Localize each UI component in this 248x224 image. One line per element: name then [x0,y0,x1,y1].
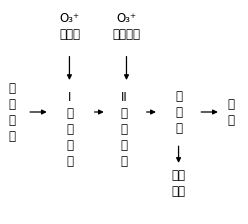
Text: I
段
反
应
池: I 段 反 应 池 [66,91,73,168]
Text: 出
水: 出 水 [227,97,234,127]
Text: II
段
反
应
池: II 段 反 应 池 [121,91,127,168]
Text: O₃⁺
双氧水: O₃⁺ 双氧水 [59,12,80,41]
Text: O₃⁺
硫酸亚铁: O₃⁺ 硫酸亚铁 [113,12,140,41]
Text: 含
磷
废
水: 含 磷 废 水 [9,82,16,142]
Text: 沉
淀
池: 沉 淀 池 [175,90,182,134]
Text: 污泥
处理: 污泥 处理 [172,169,186,198]
